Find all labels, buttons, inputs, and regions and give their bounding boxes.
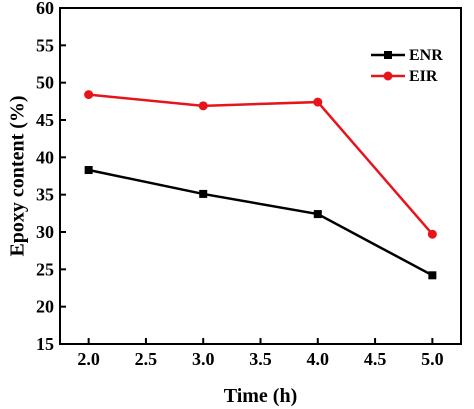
y-tick-label: 15 — [36, 334, 54, 354]
y-tick-label: 25 — [36, 259, 54, 279]
data-point — [427, 229, 437, 239]
series-line — [88, 93, 434, 236]
x-tick-label: 4.0 — [307, 349, 330, 369]
data-point — [84, 90, 94, 100]
series-layer — [84, 90, 437, 280]
data-point — [313, 97, 323, 107]
data-point — [84, 166, 93, 175]
data-point — [428, 271, 437, 280]
data-point — [199, 189, 208, 198]
y-tick-label: 40 — [36, 147, 54, 167]
y-axis-title: Epoxy content (%) — [7, 95, 29, 256]
legend: ENR EIR — [371, 47, 443, 85]
x-tick-label: 3.0 — [192, 349, 215, 369]
series-eir — [84, 90, 437, 239]
legend-marker — [383, 71, 393, 81]
x-tick-label: 2.0 — [77, 349, 100, 369]
x-tick-label: 5.0 — [421, 349, 444, 369]
y-tick-label: 45 — [36, 110, 54, 130]
legend-marker — [384, 51, 392, 59]
data-point — [198, 101, 208, 111]
x-axis-title: Time (h) — [224, 385, 298, 407]
series-enr — [84, 166, 437, 280]
x-tick-label: 2.5 — [135, 349, 158, 369]
y-tick-label: 55 — [36, 35, 54, 55]
x-tick-label: 4.5 — [364, 349, 387, 369]
y-tick-label: 30 — [36, 222, 54, 242]
data-point — [313, 210, 322, 219]
y-tick-label: 35 — [36, 185, 54, 205]
y-tick-label: 20 — [36, 297, 54, 317]
legend-label: ENR — [409, 47, 443, 64]
y-tick-label: 50 — [36, 73, 54, 93]
x-tick-label: 3.5 — [249, 349, 272, 369]
axis-ticks: 2.0 2.5 3.0 3.5 4.0 4.5 5.0 15 20 25 30 35 40 45 50 55 6… — [36, 0, 444, 369]
y-tick-label: 60 — [36, 0, 54, 18]
legend-label: EIR — [409, 68, 438, 85]
series-line — [88, 168, 433, 277]
